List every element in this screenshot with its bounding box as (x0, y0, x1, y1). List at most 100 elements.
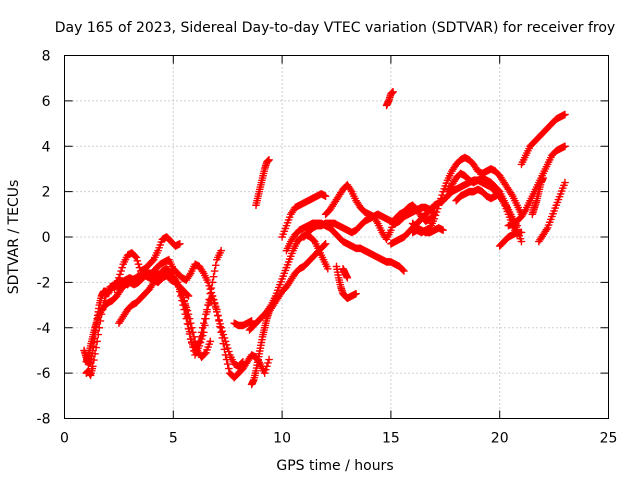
data-point (277, 277, 285, 286)
data-point (549, 209, 557, 218)
data-point (209, 295, 218, 304)
data-point (434, 201, 443, 210)
data-point (94, 330, 103, 339)
data-point (112, 279, 121, 288)
data-point (111, 282, 120, 291)
data-point (555, 192, 564, 201)
y-tick-label-1: -6 (37, 366, 51, 382)
data-point (89, 356, 98, 364)
data-point (179, 301, 187, 309)
data-point (400, 267, 408, 275)
data-point (183, 319, 192, 328)
data-point (207, 284, 216, 292)
data-point (561, 142, 569, 151)
data-point (221, 351, 230, 359)
data-point (321, 239, 330, 248)
data-point (206, 337, 215, 346)
data-point (430, 214, 439, 223)
data-point (187, 338, 196, 346)
data-point (88, 362, 97, 371)
data-point (175, 239, 184, 248)
data-point (185, 330, 194, 338)
data-point (187, 323, 196, 332)
data-point (184, 292, 193, 300)
data-point (222, 355, 231, 364)
data-point (442, 179, 451, 188)
x-tick-label-5: 25 (600, 431, 618, 447)
data-point (517, 237, 526, 246)
data-point (199, 319, 208, 328)
data-point (91, 349, 99, 358)
x-tick-label-3: 15 (382, 431, 400, 447)
x-axis-label: GPS time / hours (276, 458, 393, 474)
data-point (181, 310, 190, 319)
data-point (548, 212, 556, 221)
data-point (550, 207, 558, 215)
y-tick-labels: -8 -6 -4 -2 0 2 4 6 8 (37, 49, 51, 428)
data-point (543, 224, 552, 232)
data-point (223, 344, 232, 353)
data-point (282, 221, 291, 230)
series-23 (517, 110, 569, 169)
data-point (208, 278, 217, 287)
data-point (217, 246, 226, 255)
data-point (278, 275, 286, 283)
data-point (320, 241, 329, 249)
data-point (264, 359, 272, 367)
data-point (154, 246, 162, 255)
series-9 (278, 189, 330, 241)
data-point (558, 184, 567, 193)
series-3 (110, 233, 184, 294)
y-tick-label-5: 2 (42, 185, 51, 201)
data-point (197, 328, 206, 337)
data-point (262, 362, 271, 371)
data-point (546, 215, 555, 224)
data-points (80, 87, 569, 389)
data-point (118, 263, 127, 272)
y-tick-label-8: 8 (42, 49, 51, 65)
series-5 (173, 278, 273, 382)
data-point (516, 234, 525, 243)
data-point (186, 335, 195, 343)
data-point (96, 317, 105, 325)
series-14 (339, 264, 352, 282)
data-point (203, 345, 211, 354)
data-point (388, 223, 396, 232)
data-point (220, 345, 229, 354)
data-point (561, 110, 569, 119)
data-point (216, 322, 224, 331)
data-point (200, 349, 209, 358)
chart-title: Day 165 of 2023, Sidereal Day-to-day VTE… (55, 20, 615, 36)
data-point (100, 296, 109, 305)
data-point (281, 224, 290, 233)
data-point (210, 267, 219, 275)
series-16 (252, 155, 273, 210)
data-point (218, 327, 227, 336)
data-point (505, 213, 514, 222)
data-point (224, 347, 233, 356)
data-point (195, 337, 204, 346)
data-point (439, 226, 448, 235)
data-point (503, 207, 512, 216)
data-point (219, 339, 228, 348)
data-point (557, 187, 566, 195)
data-point (504, 210, 513, 219)
x-tick-label-2: 10 (273, 431, 291, 447)
series-22 (504, 196, 535, 230)
data-point (433, 204, 442, 213)
series-21 (495, 228, 526, 250)
data-point (287, 249, 296, 258)
series-27 (408, 219, 448, 237)
data-point (95, 323, 104, 332)
series-13 (332, 262, 360, 303)
y-tick-label-0: -8 (37, 412, 51, 428)
data-point (134, 260, 143, 269)
data-point (113, 276, 122, 285)
data-point (501, 201, 510, 210)
data-point (177, 292, 185, 300)
y-tick-label-4: 0 (42, 230, 51, 246)
data-point (343, 273, 352, 282)
data-point (282, 263, 291, 272)
data-point (283, 260, 292, 269)
data-point (352, 289, 360, 298)
